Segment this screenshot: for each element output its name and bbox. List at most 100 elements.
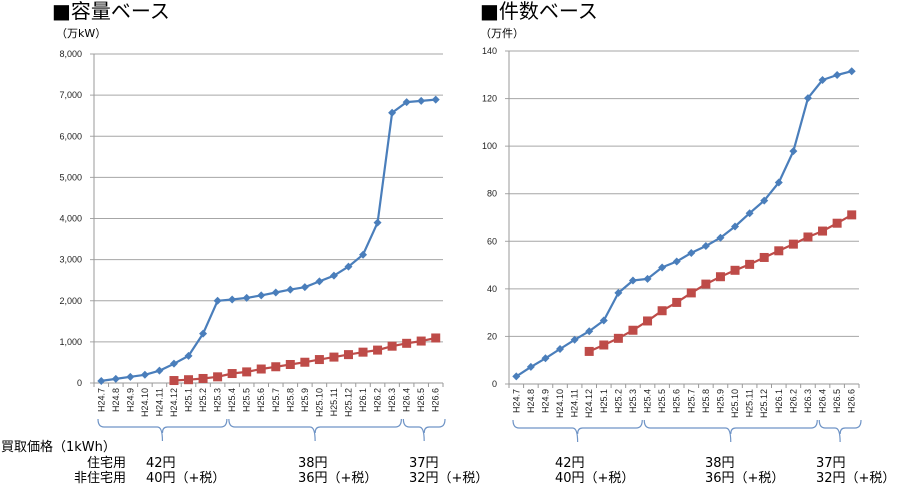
data-point-square bbox=[701, 279, 711, 289]
data-point-diamond bbox=[658, 263, 667, 272]
data-point-square bbox=[818, 226, 828, 236]
price-period-brace bbox=[228, 418, 402, 442]
chart-title-capacity: ■容量ベース bbox=[52, 0, 170, 23]
x-category-label: H25.11 bbox=[745, 389, 755, 417]
data-point-square bbox=[730, 265, 740, 275]
x-category-label: H25.11 bbox=[329, 388, 339, 416]
x-category-label: H24.8 bbox=[526, 389, 536, 413]
data-point-square bbox=[213, 372, 223, 382]
x-category-label: H26.4 bbox=[818, 389, 828, 413]
data-point-diamond bbox=[271, 288, 280, 297]
price-right-p1-non-residential: 40円（+税） bbox=[555, 471, 635, 486]
price-heading: 買取価格（1kWh） bbox=[1, 440, 116, 455]
data-point-diamond bbox=[315, 277, 324, 286]
x-category-label: H25.9 bbox=[715, 389, 725, 413]
data-point-diamond bbox=[512, 372, 521, 381]
data-point-square bbox=[416, 336, 426, 346]
y-tick-label: 40 bbox=[487, 284, 497, 294]
x-category-label: H26.2 bbox=[373, 388, 383, 412]
y-tick-label: 100 bbox=[482, 141, 497, 151]
chart-title-count: ■件数ベース bbox=[480, 0, 598, 23]
data-point-diamond bbox=[431, 95, 440, 104]
data-point-square bbox=[643, 316, 653, 326]
data-point-square bbox=[285, 359, 295, 369]
price-period-brace bbox=[643, 419, 818, 443]
x-category-label: H25.2 bbox=[613, 389, 623, 413]
x-category-label: H25.4 bbox=[643, 389, 653, 413]
data-point-square bbox=[198, 373, 208, 383]
data-point-diamond bbox=[745, 209, 754, 218]
price-left-p3-non-residential: 32円（+税） bbox=[409, 471, 489, 486]
data-point-square bbox=[672, 297, 682, 307]
data-point-diamond bbox=[833, 71, 842, 80]
data-point-diamond bbox=[402, 98, 411, 107]
data-point-square bbox=[271, 362, 281, 372]
y-tick-label: 5,000 bbox=[59, 172, 82, 182]
data-point-square bbox=[314, 355, 324, 365]
x-category-label: H25.10 bbox=[314, 388, 324, 417]
x-category-label: H26.4 bbox=[402, 388, 412, 412]
data-point-square bbox=[242, 367, 252, 377]
x-category-label: H25.1 bbox=[599, 389, 609, 413]
x-category-label: H25.8 bbox=[285, 388, 295, 412]
y-unit-capacity: （万kW） bbox=[56, 27, 107, 40]
data-point-diamond bbox=[228, 295, 237, 304]
x-category-label: H26.1 bbox=[358, 388, 368, 412]
x-category-label: H25.5 bbox=[657, 389, 667, 413]
data-point-diamond bbox=[329, 271, 338, 280]
price-period-brace bbox=[818, 419, 862, 443]
data-point-diamond bbox=[213, 296, 222, 305]
data-point-square bbox=[759, 252, 769, 262]
data-point-diamond bbox=[417, 96, 426, 105]
x-category-label: H25.7 bbox=[686, 389, 696, 413]
price-label-non-residential: 非住宅用 bbox=[73, 471, 126, 486]
y-tick-label: 60 bbox=[487, 236, 497, 246]
data-point-diamond bbox=[541, 354, 550, 363]
price-right-p2-residential: 38円 bbox=[705, 456, 735, 471]
x-category-label: H26.3 bbox=[387, 388, 397, 412]
price-label-residential: 住宅用 bbox=[86, 456, 126, 471]
y-tick-label: 2,000 bbox=[59, 296, 82, 306]
data-point-square bbox=[431, 333, 441, 343]
data-point-square bbox=[847, 210, 857, 220]
x-category-label: H25.10 bbox=[730, 389, 740, 418]
data-point-diamond bbox=[818, 76, 827, 85]
data-point-diamond bbox=[126, 372, 135, 381]
price-left-p1-residential: 42円 bbox=[146, 456, 176, 471]
x-category-label: H24.10 bbox=[555, 389, 565, 418]
x-category-label: H24.8 bbox=[111, 388, 121, 412]
x-category-label: H26.1 bbox=[774, 389, 784, 413]
data-point-diamond bbox=[169, 359, 178, 368]
data-point-square bbox=[599, 340, 609, 350]
data-point-diamond bbox=[242, 293, 251, 302]
x-category-label: H26.6 bbox=[431, 388, 441, 412]
x-category-label: H24.10 bbox=[140, 388, 150, 417]
data-point-square bbox=[628, 325, 638, 335]
data-point-diamond bbox=[388, 108, 397, 117]
data-point-square bbox=[584, 346, 594, 356]
series-line-blue-diamond bbox=[101, 98, 436, 382]
data-point-square bbox=[832, 218, 842, 228]
data-point-square bbox=[184, 375, 194, 385]
x-category-label: H25.2 bbox=[198, 388, 208, 412]
price-right-p3-residential: 37円 bbox=[816, 456, 846, 471]
x-category-label: H24.7 bbox=[511, 389, 521, 413]
price-left-p2-non-residential: 36円（+税） bbox=[298, 471, 378, 486]
chart-count: 0 20 40 60 80 100 120 140 H24.7 H24.8 H24.9 H24.10 H… bbox=[482, 46, 862, 443]
chart-capacity: 0 1,000 2,000 3,000 4,000 5,000 6,000 7,000 8,00… bbox=[59, 49, 446, 442]
y-tick-label: 120 bbox=[482, 94, 497, 104]
data-point-diamond bbox=[300, 283, 309, 292]
data-point-diamond bbox=[628, 276, 637, 285]
data-point-diamond bbox=[731, 222, 740, 231]
data-point-diamond bbox=[614, 288, 623, 297]
x-category-label: H24.12 bbox=[584, 389, 594, 418]
data-point-square bbox=[402, 338, 412, 348]
x-category-label: H25.8 bbox=[701, 389, 711, 413]
x-category-label: H24.11 bbox=[570, 389, 580, 417]
data-point-square bbox=[227, 369, 237, 379]
x-category-label: H25.6 bbox=[672, 389, 682, 413]
data-point-diamond bbox=[599, 316, 608, 325]
y-tick-label: 0 bbox=[492, 379, 497, 389]
data-point-diamond bbox=[789, 147, 798, 156]
